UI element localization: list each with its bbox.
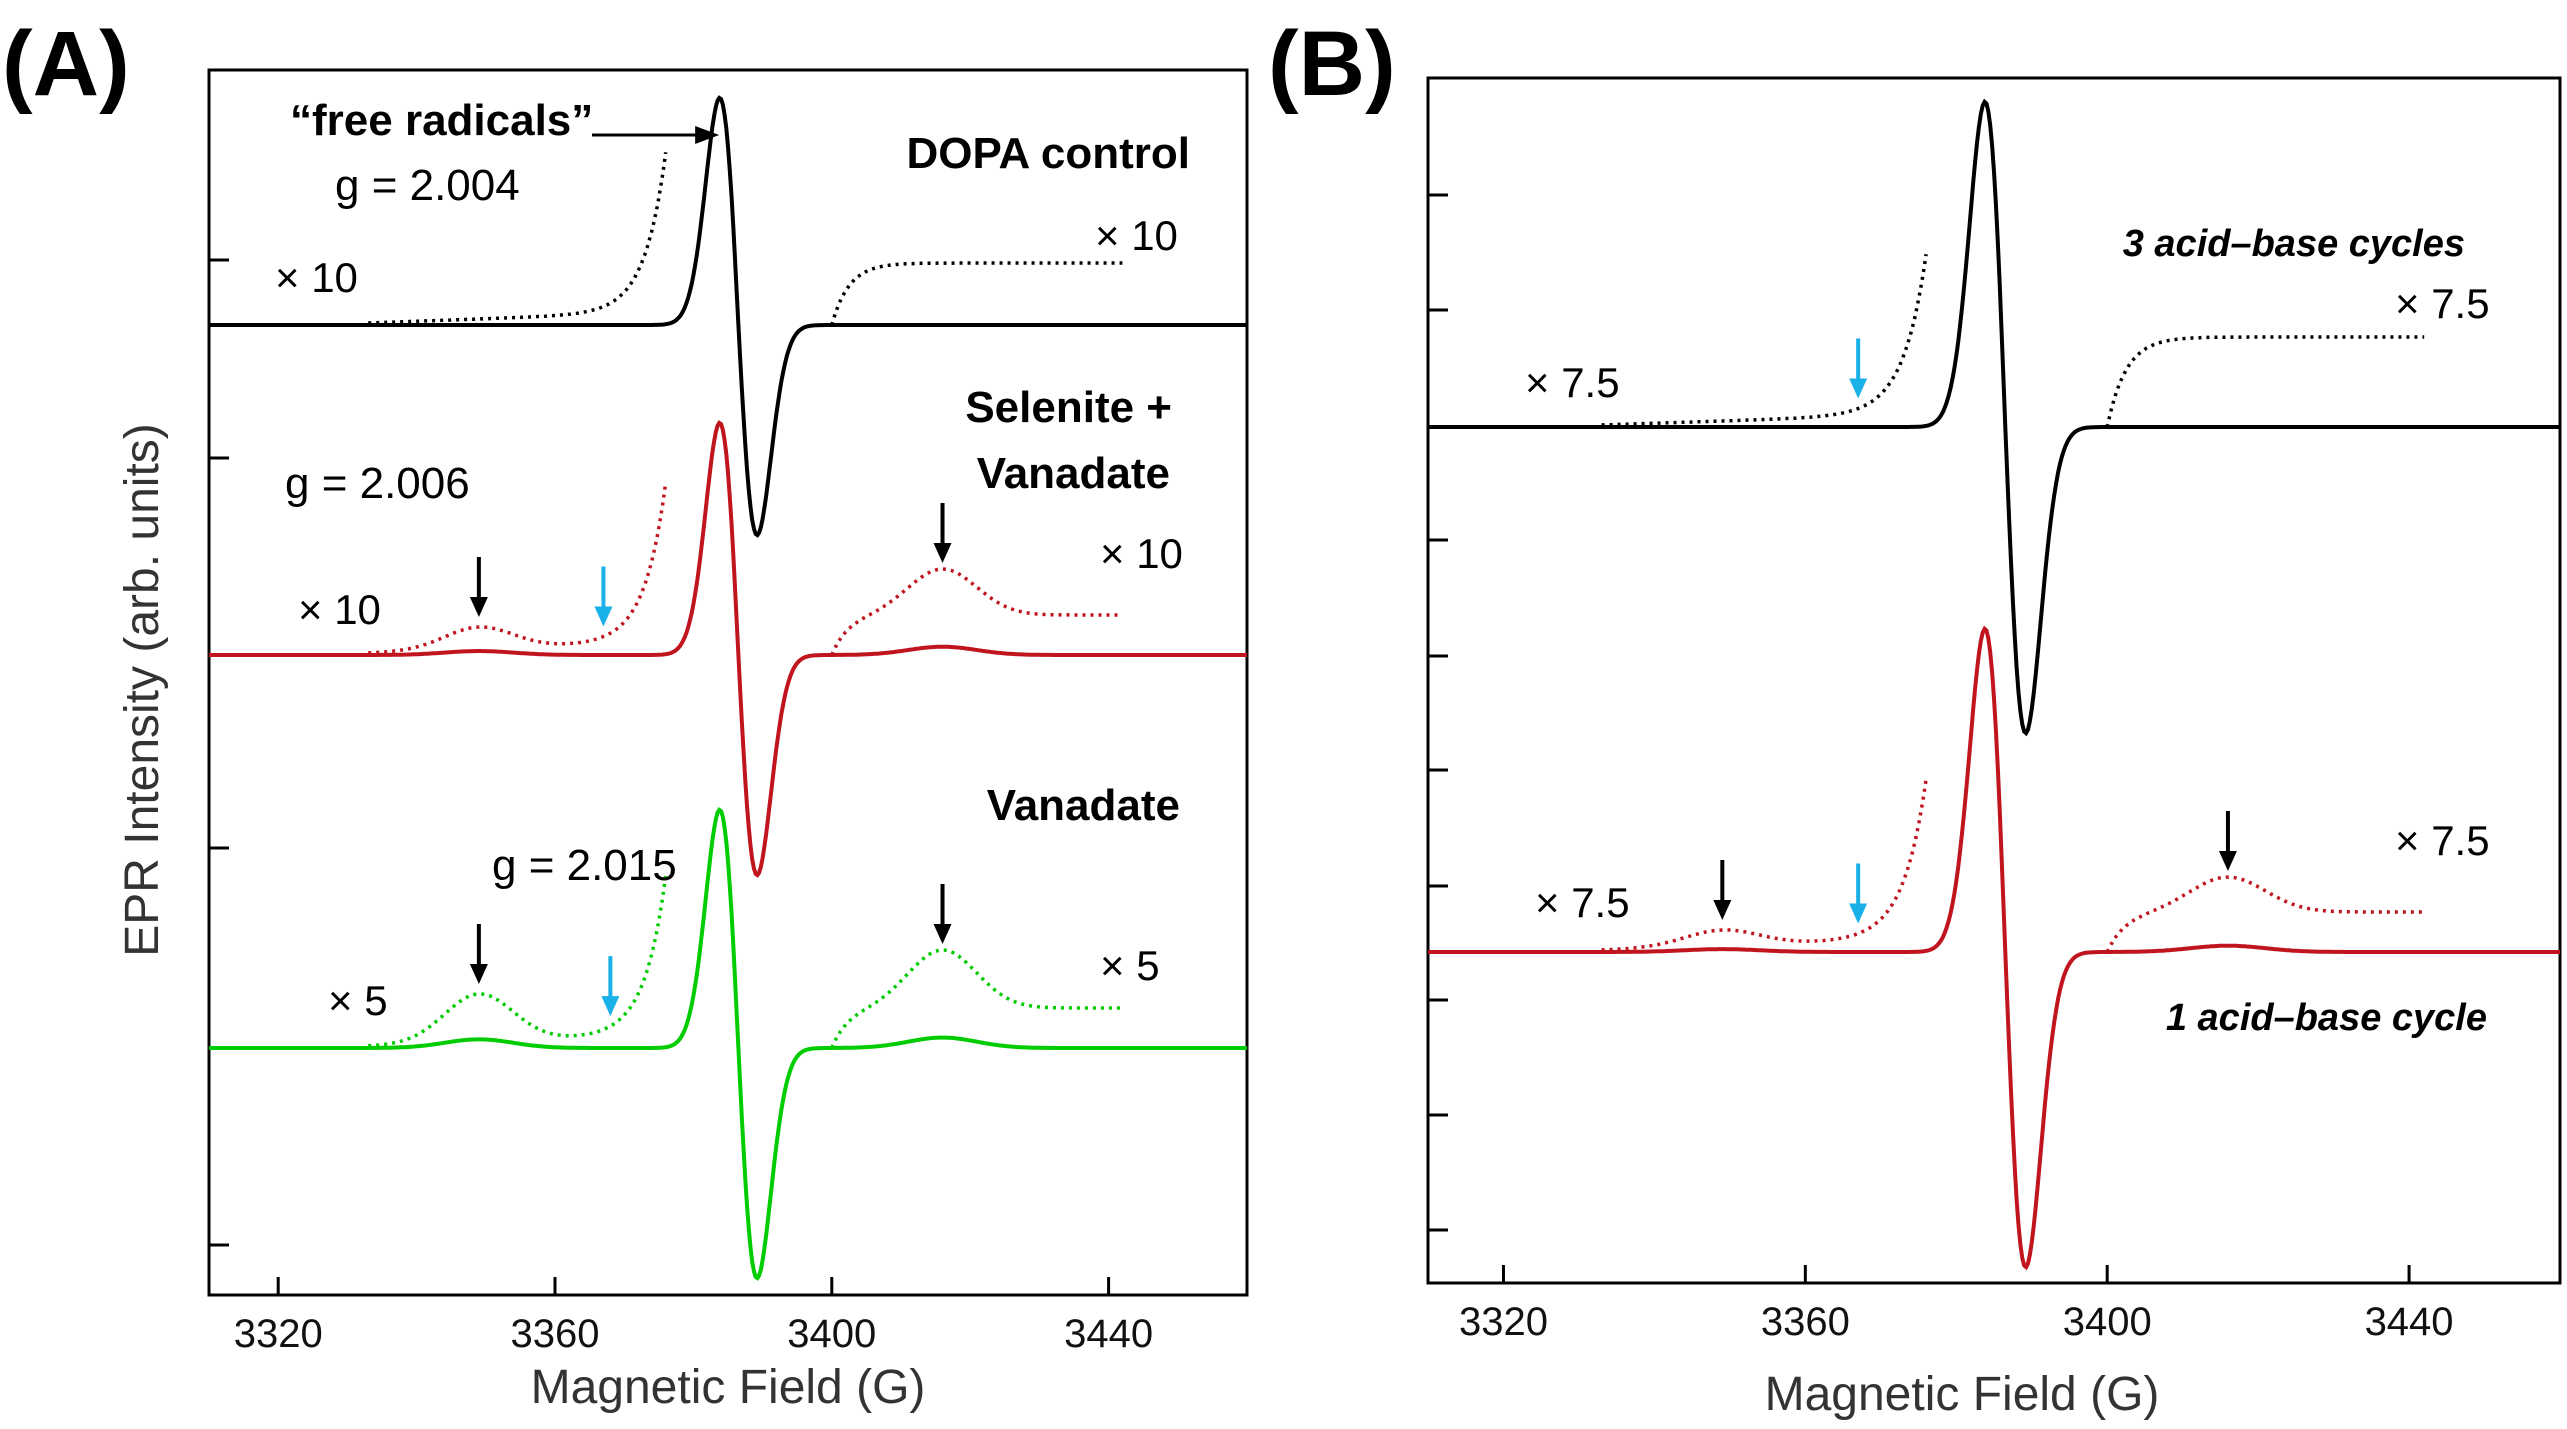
feature-arrow-head bbox=[469, 596, 488, 617]
x-tick-label: 3320 bbox=[1459, 1300, 1548, 1344]
feature-arrow-head bbox=[933, 543, 952, 563]
spectrum-1-dotted-right bbox=[2105, 875, 2425, 953]
spectrum-0-dotted-left bbox=[368, 152, 668, 325]
panel-b-spectra bbox=[1428, 98, 2560, 1271]
spectrum-0-solid bbox=[1428, 98, 2560, 737]
feature-arrow-head bbox=[1713, 899, 1732, 920]
panel-b-arrows bbox=[1713, 338, 2237, 924]
feature-arrow-head bbox=[1849, 378, 1868, 399]
one-cycle-label: 1 acid–base cycle bbox=[2166, 997, 2487, 1039]
spectrum-2-dotted-left bbox=[368, 874, 668, 1048]
panel-a-y-ticks bbox=[209, 258, 229, 1247]
feature-arrow-head bbox=[933, 924, 952, 944]
spectrum-2-solid bbox=[209, 807, 1247, 1281]
free-radicals-arrow-head bbox=[695, 126, 720, 144]
panel-b-y-ticks bbox=[1428, 193, 1448, 1232]
feature-arrow-head bbox=[469, 963, 488, 984]
panel-b-x-ticks: 3320 3360 3400 3440 bbox=[1459, 1265, 2454, 1344]
spectrum-1-dotted-right bbox=[830, 567, 1123, 656]
panel-a-spectra bbox=[209, 95, 1247, 1281]
panel-a-ylabel: EPR Intensity (arb. units) bbox=[116, 423, 169, 957]
x-tick-label: 3400 bbox=[787, 1312, 876, 1356]
feature-arrow-head bbox=[2218, 851, 2237, 871]
panel-b-label: (B) bbox=[1268, 13, 1396, 115]
x-tick-label: 3440 bbox=[2365, 1300, 2454, 1344]
feature-arrow-head bbox=[1849, 903, 1868, 924]
x-tick-label: 3360 bbox=[1761, 1300, 1850, 1344]
selenite-scale-left: × 10 bbox=[298, 586, 381, 633]
feature-arrow-head bbox=[601, 996, 620, 1017]
vanadate-scale-left: × 5 bbox=[328, 977, 388, 1024]
three-cycles-scale-right: × 7.5 bbox=[2395, 280, 2490, 327]
panel-a-frame bbox=[207, 68, 1249, 1297]
vanadate-label: Vanadate bbox=[987, 781, 1180, 830]
spectrum-1-dotted-left bbox=[368, 481, 668, 655]
x-tick-label: 3320 bbox=[234, 1312, 323, 1356]
panel-a-xlabel: Magnetic Field (G) bbox=[531, 1361, 926, 1414]
panel-b-xlabel: Magnetic Field (G) bbox=[1765, 1368, 2160, 1421]
spectrum-1-solid bbox=[209, 420, 1247, 878]
selenite-label-2: Vanadate bbox=[977, 449, 1170, 498]
g-dopa-label: g = 2.004 bbox=[335, 161, 520, 210]
panel-b-frame bbox=[1426, 76, 2562, 1285]
spectrum-0-dotted-right bbox=[2105, 335, 2425, 428]
panel-b: (B) 3320 3360 3400 3440 Magnetic Field (G) … bbox=[1268, 13, 2562, 1421]
three-cycles-label: 3 acid–base cycles bbox=[2123, 223, 2465, 265]
three-cycles-scale-left: × 7.5 bbox=[1525, 359, 1620, 406]
spectrum-1-solid bbox=[1428, 625, 2560, 1271]
g-selenite-label: g = 2.006 bbox=[285, 459, 470, 508]
feature-arrow-head bbox=[594, 606, 613, 627]
panel-a-arrows bbox=[469, 126, 952, 1017]
selenite-label-1: Selenite + bbox=[965, 383, 1172, 432]
panel-a-x-ticks: 3320 3360 3400 3440 bbox=[234, 1277, 1153, 1356]
g-vanadate-label: g = 2.015 bbox=[492, 841, 677, 890]
one-cycle-scale-right: × 7.5 bbox=[2395, 817, 2490, 864]
x-tick-label: 3400 bbox=[2063, 1300, 2152, 1344]
vanadate-scale-right: × 5 bbox=[1100, 942, 1160, 989]
panel-a: (A) 3320 3360 3400 3440 Magnetic Field (G) … bbox=[2, 13, 1249, 1414]
dopa-scale-left: × 10 bbox=[275, 254, 358, 301]
spectrum-1-dotted-left bbox=[1601, 778, 1928, 952]
x-tick-label: 3360 bbox=[511, 1312, 600, 1356]
spectrum-2-dotted-right bbox=[830, 948, 1123, 1049]
x-tick-label: 3440 bbox=[1064, 1312, 1153, 1356]
one-cycle-scale-left: × 7.5 bbox=[1535, 879, 1630, 926]
free-radicals-label: “free radicals” bbox=[290, 96, 593, 145]
spectrum-0-solid bbox=[209, 95, 1247, 538]
spectrum-0-dotted-right bbox=[830, 261, 1123, 326]
dopa-control-label: DOPA control bbox=[906, 129, 1190, 178]
panel-a-label: (A) bbox=[2, 13, 130, 115]
dopa-scale-right: × 10 bbox=[1095, 212, 1178, 259]
spectrum-0-dotted-left bbox=[1601, 254, 1928, 427]
selenite-scale-right: × 10 bbox=[1100, 530, 1183, 577]
